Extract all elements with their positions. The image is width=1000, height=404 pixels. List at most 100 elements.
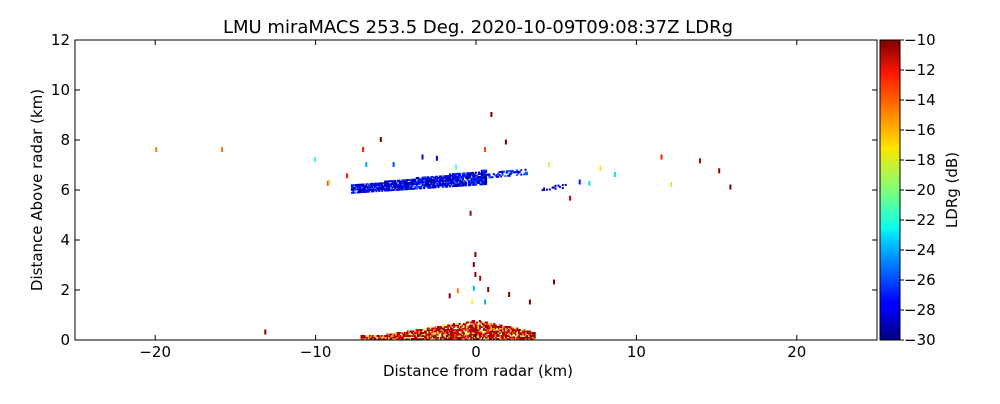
echo-cell — [396, 336, 399, 339]
echo-cell — [415, 177, 418, 179]
echo-cell — [457, 332, 460, 334]
echo-cell — [402, 183, 405, 186]
echo-cell — [529, 330, 532, 333]
echo-cell — [483, 180, 486, 183]
echo-cell — [445, 326, 448, 328]
echo-cell — [458, 333, 461, 336]
echo-cell — [402, 180, 405, 183]
echo-cell — [554, 187, 557, 190]
echo-cell — [500, 326, 503, 328]
echo-cell — [460, 183, 463, 186]
echo-cell — [438, 327, 441, 330]
echo-cell — [487, 323, 490, 325]
echo-cell — [442, 326, 445, 328]
echo-cell — [369, 184, 372, 187]
echo-cell — [412, 333, 415, 336]
echo-cell — [473, 177, 476, 180]
echo-cell — [507, 174, 510, 177]
echo-cell — [439, 335, 442, 337]
echo-cell — [517, 330, 520, 333]
echo-cell — [463, 172, 466, 175]
echo-cell — [407, 179, 410, 182]
echo-cell — [470, 321, 473, 324]
echo-cell — [405, 338, 408, 340]
echo-cell — [470, 324, 473, 327]
echo-cell — [465, 326, 468, 328]
echo-cell — [437, 326, 439, 328]
echo-cell — [699, 158, 701, 164]
echo-cell — [417, 181, 420, 184]
echo-cell — [520, 336, 523, 339]
echo-cell — [476, 179, 479, 182]
echo-cell — [444, 326, 447, 328]
echo-cell — [445, 330, 448, 333]
echo-cell — [398, 338, 400, 340]
echo-cell — [371, 190, 374, 193]
echo-cell — [380, 335, 383, 337]
echo-cell — [516, 333, 519, 336]
echo-cell — [356, 188, 359, 191]
echo-cell — [373, 335, 376, 337]
echo-cell — [447, 178, 450, 180]
echo-cell — [413, 336, 416, 339]
echo-cell — [481, 335, 484, 337]
echo-cell — [416, 335, 419, 337]
echo-cell — [371, 184, 374, 187]
echo-cell — [425, 327, 428, 330]
echo-cell — [483, 181, 486, 184]
echo-cell — [415, 187, 418, 190]
echo-cell — [416, 330, 419, 333]
echo-cell — [493, 327, 496, 330]
echo-cell — [469, 172, 472, 175]
echo-cell — [444, 181, 447, 184]
echo-cell — [473, 182, 476, 185]
echo-cell — [524, 168, 527, 171]
echo-cell — [397, 184, 400, 187]
echo-cell — [476, 332, 478, 334]
echo-cell — [432, 338, 435, 340]
echo-cell — [489, 333, 491, 336]
echo-cell — [395, 333, 398, 336]
echo-cell — [369, 183, 372, 185]
echo-cell — [384, 189, 387, 192]
echo-cell — [451, 326, 454, 328]
echo-cell — [524, 171, 527, 174]
echo-cell — [449, 180, 452, 183]
echo-cell — [496, 338, 499, 340]
echo-cell — [489, 326, 491, 328]
echo-cell — [467, 172, 470, 175]
echo-cell — [389, 183, 392, 186]
echo-cell — [361, 185, 363, 188]
echo-cell — [416, 332, 419, 334]
echo-cell — [401, 184, 404, 186]
echo-cell — [410, 186, 413, 189]
echo-cell — [501, 172, 504, 175]
echo-cell — [398, 182, 401, 185]
echo-cell — [427, 176, 430, 179]
echo-cell — [463, 332, 465, 334]
echo-cell — [448, 335, 451, 337]
echo-cell — [447, 326, 450, 328]
echo-cell — [467, 181, 470, 184]
echo-cell — [409, 332, 412, 334]
echo-cell — [405, 180, 408, 183]
echo-cell — [405, 182, 408, 185]
echo-cell — [528, 299, 531, 305]
echo-cell — [425, 332, 428, 334]
echo-cell — [422, 338, 425, 340]
echo-cell — [488, 175, 491, 177]
echo-cell — [468, 326, 471, 328]
echo-cell — [451, 185, 454, 188]
echo-cell — [395, 188, 398, 191]
echo-cell — [480, 332, 483, 334]
colorbar-tick-label: −24 — [904, 241, 936, 259]
echo-cell — [530, 335, 533, 337]
echo-cell — [406, 336, 409, 339]
echo-cell — [477, 182, 480, 184]
echo-cell — [487, 336, 490, 339]
echo-cell — [451, 173, 454, 176]
echo-cell — [418, 185, 421, 188]
echo-cell — [427, 177, 430, 180]
echo-cell — [441, 182, 444, 185]
echo-cell — [375, 188, 378, 191]
